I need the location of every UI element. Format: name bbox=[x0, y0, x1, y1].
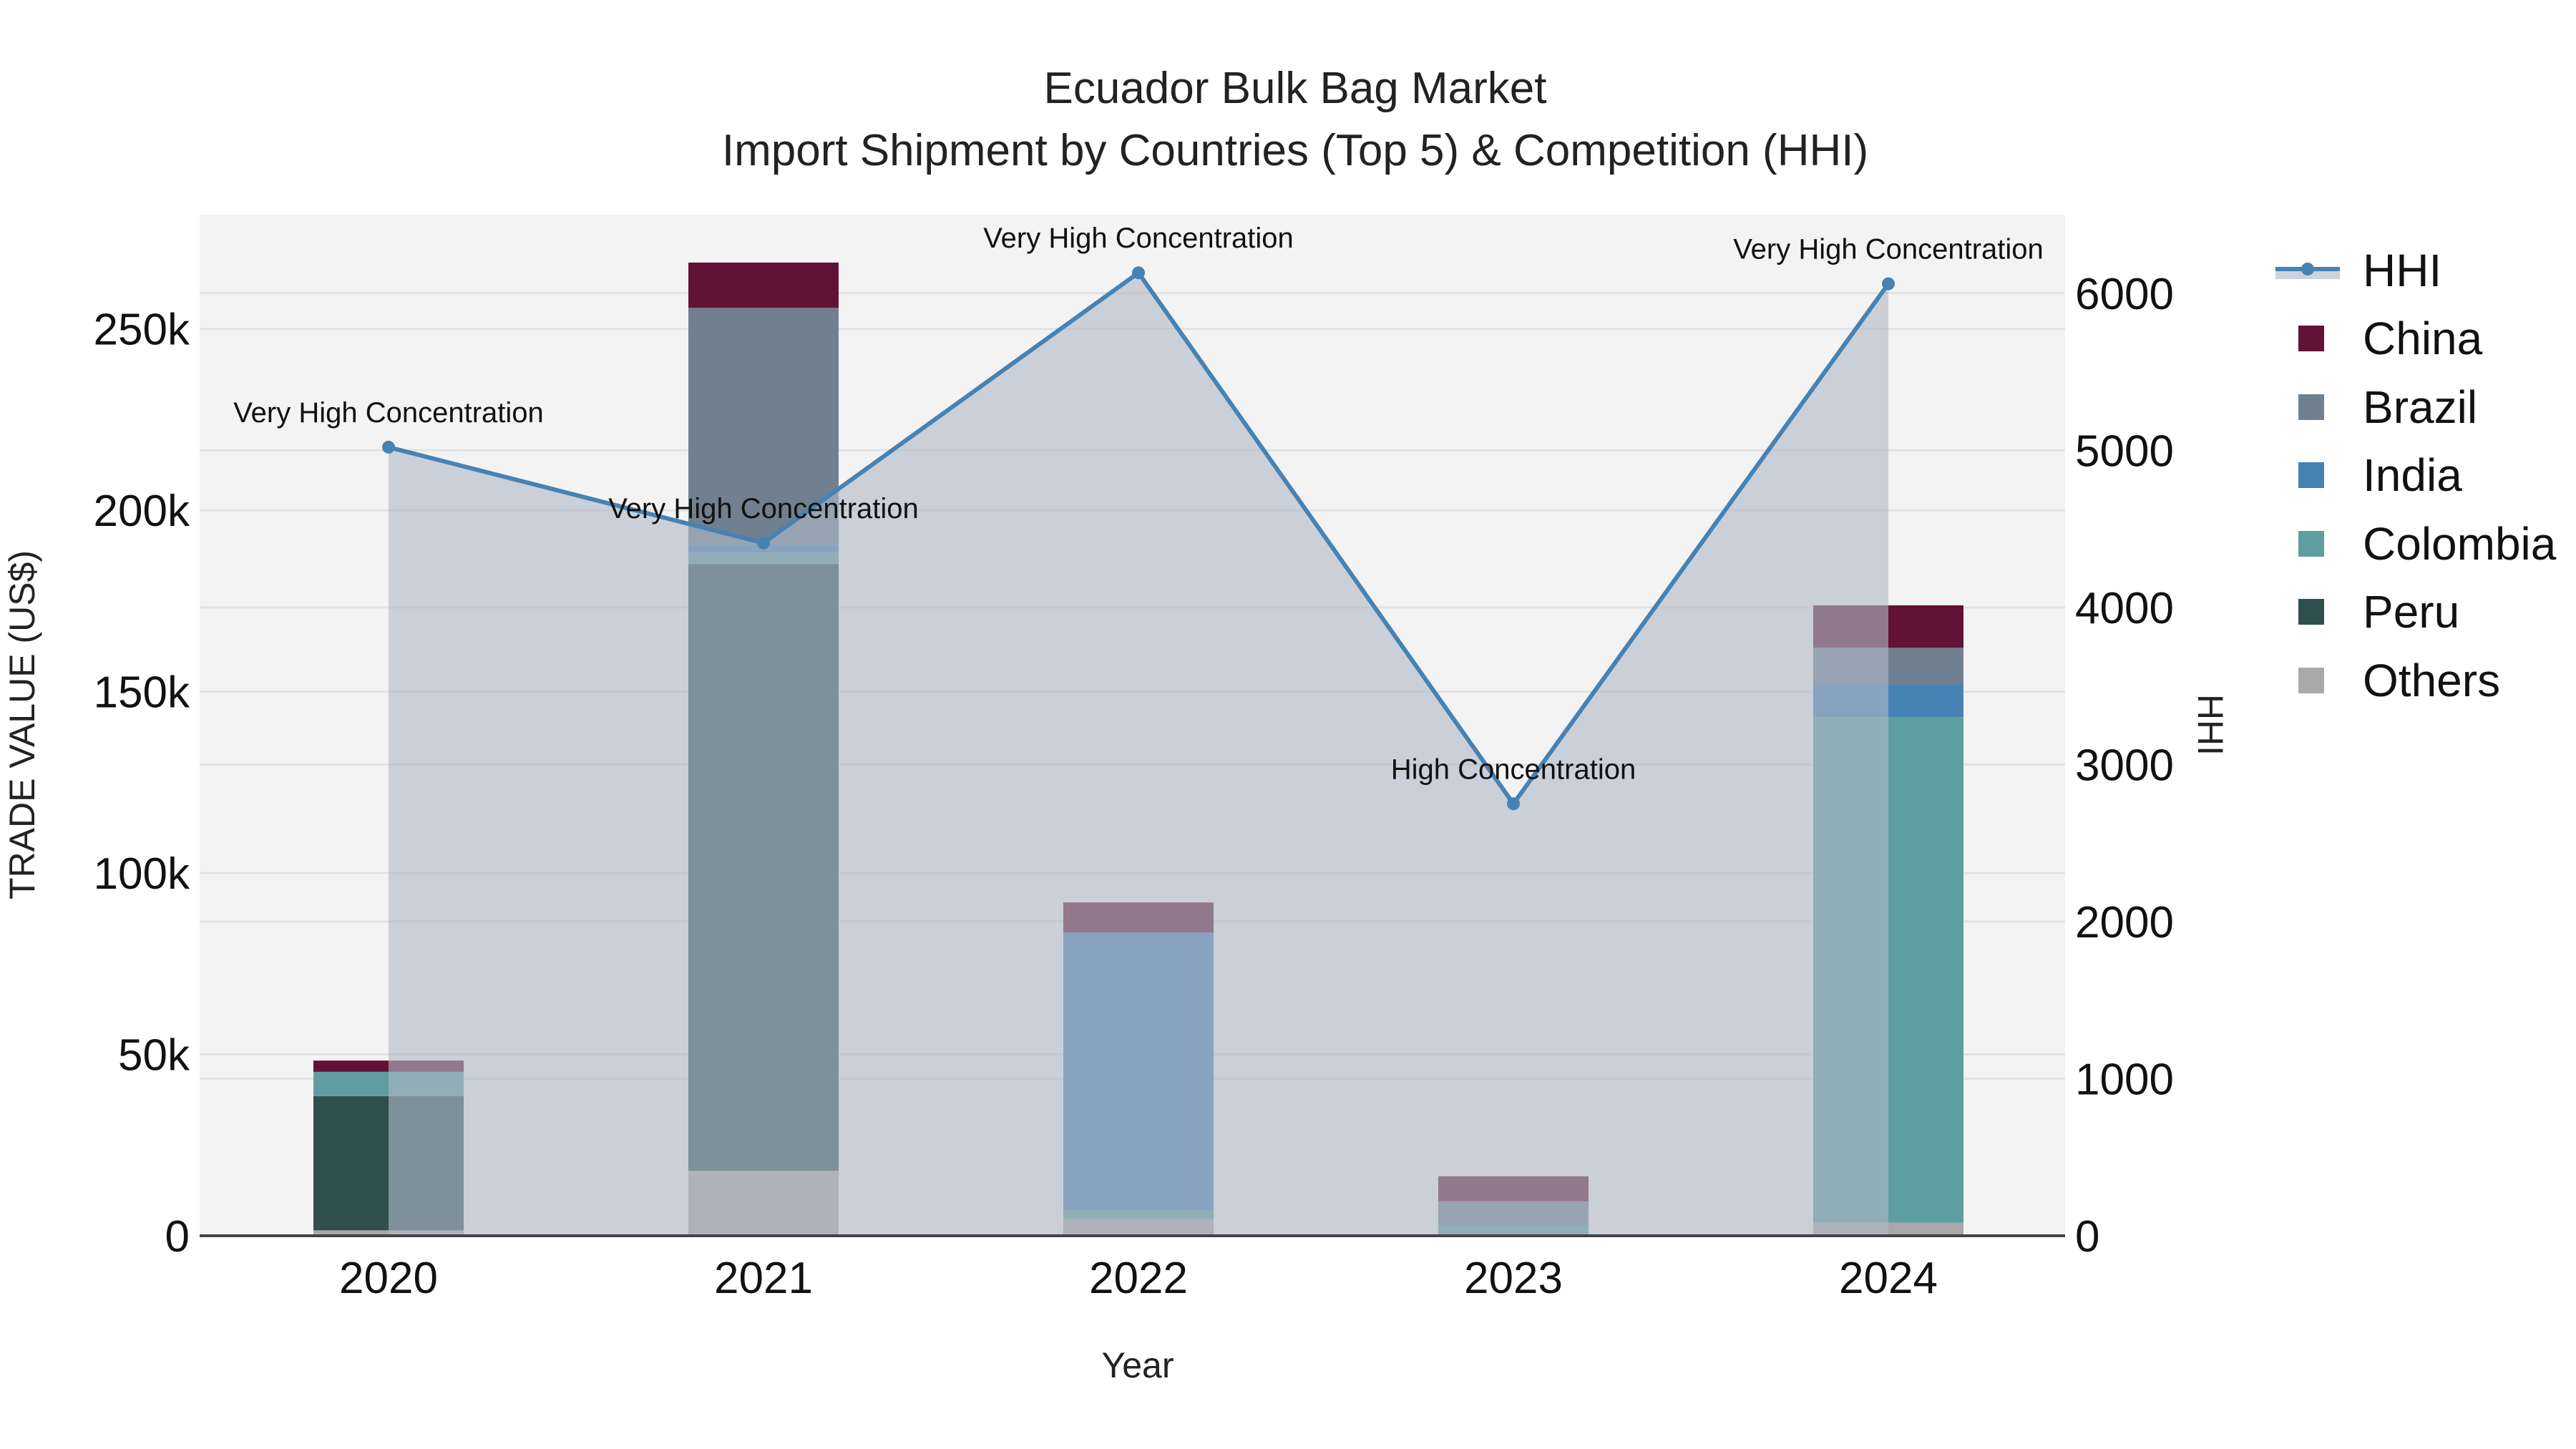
legend-label: India bbox=[2363, 449, 2462, 502]
hhi-annotation: High Concentration bbox=[1391, 753, 1636, 785]
legend-label: Peru bbox=[2363, 586, 2460, 638]
legend-item-others[interactable]: Others bbox=[2275, 646, 2556, 715]
legend-label: HHI bbox=[2363, 244, 2442, 296]
y-tick-label: 150k bbox=[94, 668, 190, 718]
y2-tick-label: 3000 bbox=[2075, 741, 2174, 790]
hhi-area-fill bbox=[389, 273, 1888, 1236]
legend-item-peru[interactable]: Peru bbox=[2275, 578, 2556, 647]
y2-axis-title: HHI bbox=[2190, 694, 2230, 756]
legend-item-colombia[interactable]: Colombia bbox=[2275, 509, 2556, 578]
color-swatch-icon bbox=[2298, 326, 2324, 352]
hhi-annotation: Very High Concentration bbox=[983, 223, 1294, 254]
color-swatch-icon bbox=[2298, 462, 2324, 489]
color-swatch-icon bbox=[2298, 530, 2324, 557]
hhi-marker[interactable] bbox=[382, 440, 395, 454]
y-tick-label: 50k bbox=[118, 1031, 190, 1080]
hhi-annotation: Very High Concentration bbox=[233, 397, 544, 429]
legend: HHI China Brazil India Colombia Peru Others bbox=[2275, 236, 2556, 715]
hhi-annotations: Very High Concentration Very High Concent… bbox=[233, 223, 2044, 785]
legend-item-india[interactable]: India bbox=[2275, 441, 2556, 510]
x-axis-title: Year bbox=[1101, 1345, 1174, 1385]
x-tick-label: 2023 bbox=[1464, 1254, 1563, 1303]
hhi-markers bbox=[382, 266, 1895, 811]
y2-tick-label: 2000 bbox=[2075, 898, 2174, 947]
color-swatch-icon bbox=[2298, 667, 2324, 693]
legend-item-brazil[interactable]: Brazil bbox=[2275, 373, 2556, 441]
hhi-annotation: Very High Concentration bbox=[1733, 234, 2044, 265]
x-tick-label: 2024 bbox=[1839, 1254, 1938, 1303]
y2-tick-label: 1000 bbox=[2075, 1055, 2174, 1104]
y-axis-title: TRADE VALUE (US$) bbox=[2, 550, 42, 899]
color-swatch-icon bbox=[2298, 394, 2324, 420]
hhi-annotation: Very High Concentration bbox=[608, 493, 919, 525]
legend-label: Others bbox=[2363, 654, 2501, 706]
y2-tick-label: 4000 bbox=[2075, 584, 2174, 633]
hhi-marker[interactable] bbox=[1132, 266, 1145, 280]
y-tick-label: 100k bbox=[94, 849, 190, 899]
y-tick-label: 0 bbox=[165, 1212, 190, 1262]
hhi-marker[interactable] bbox=[1882, 277, 1895, 291]
x-tick-label: 2022 bbox=[1089, 1254, 1188, 1303]
right-axis-ticks: 0 1000 2000 3000 4000 5000 6000 bbox=[2075, 270, 2174, 1262]
legend-label: China bbox=[2363, 313, 2483, 365]
y2-tick-label: 0 bbox=[2075, 1212, 2099, 1262]
bar-segment-china[interactable] bbox=[688, 262, 839, 308]
x-tick-label: 2020 bbox=[339, 1254, 438, 1303]
y-tick-label: 250k bbox=[94, 306, 190, 355]
y2-tick-label: 5000 bbox=[2075, 426, 2174, 476]
hhi-marker[interactable] bbox=[757, 536, 770, 550]
legend-label: Brazil bbox=[2363, 381, 2478, 433]
x-axis-ticks: 2020 2021 2022 2023 2024 bbox=[339, 1254, 1938, 1303]
y-tick-label: 200k bbox=[94, 487, 190, 536]
chart-title-line-1: Ecuador Bulk Bag Market bbox=[1043, 64, 1547, 113]
color-swatch-icon bbox=[2298, 599, 2324, 625]
left-axis-ticks: 0 50k 100k 150k 200k 250k bbox=[94, 306, 190, 1262]
legend-label: Colombia bbox=[2363, 517, 2557, 570]
legend-item-hhi[interactable]: HHI bbox=[2275, 236, 2556, 305]
chart-title-line-2: Import Shipment by Countries (Top 5) & C… bbox=[721, 126, 1869, 175]
x-tick-label: 2021 bbox=[714, 1254, 813, 1303]
y2-tick-label: 6000 bbox=[2075, 270, 2174, 319]
legend-item-china[interactable]: China bbox=[2275, 305, 2556, 374]
line-marker-icon bbox=[2275, 260, 2340, 280]
hhi-marker[interactable] bbox=[1507, 797, 1520, 811]
